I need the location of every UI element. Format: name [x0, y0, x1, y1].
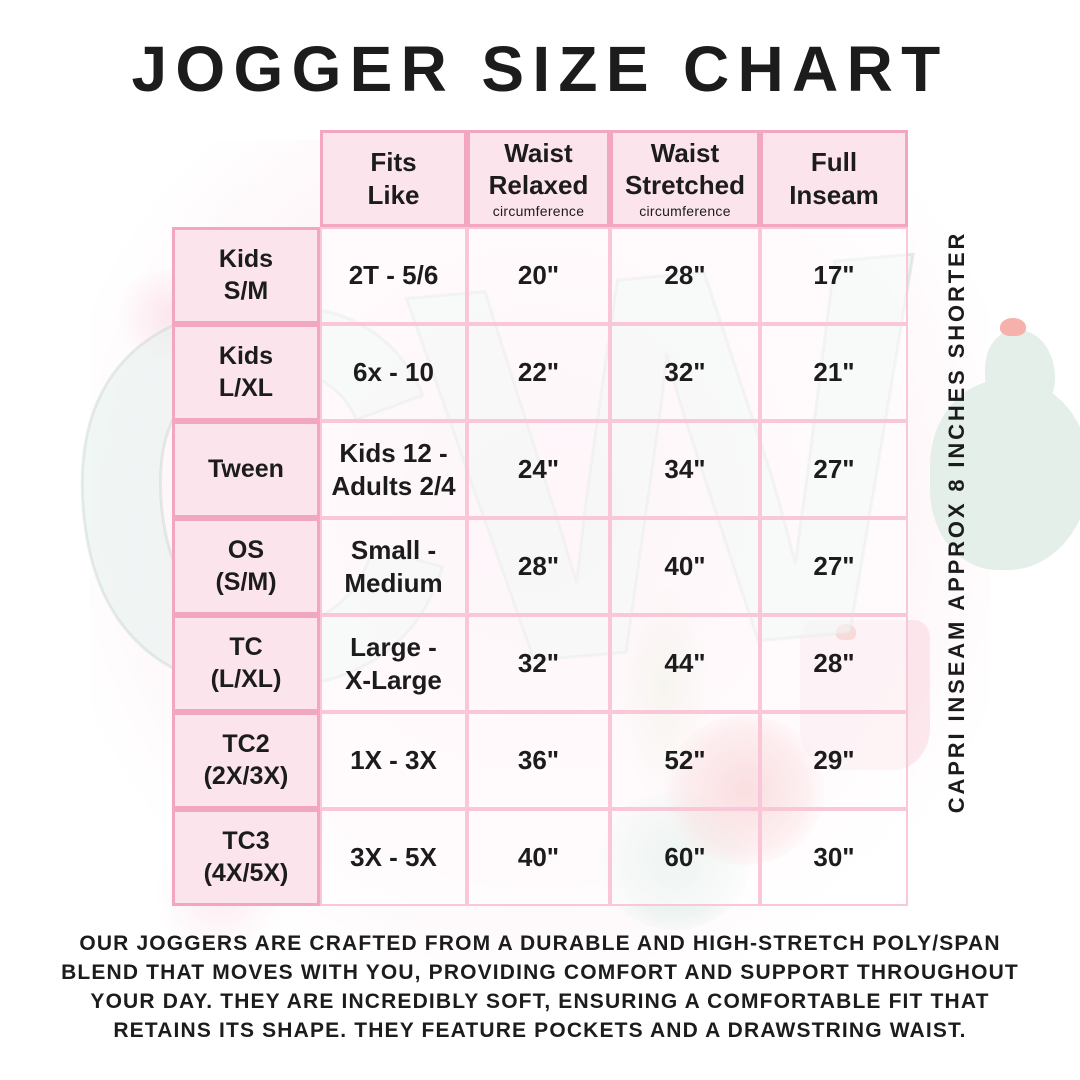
cell-waist-stretched: 44": [610, 615, 760, 712]
cactus-flower-icon: [1000, 318, 1026, 336]
cell-full-inseam: 30": [760, 809, 908, 906]
capri-inseam-note: CAPRI INSEAM APPROX 8 INCHES SHORTER: [944, 230, 969, 814]
corner-spacer: [172, 130, 320, 227]
column-header-subtext: circumference: [492, 202, 585, 219]
cell-waist-relaxed: 36": [467, 712, 610, 809]
cell-fits-like: 2T - 5/6: [320, 227, 467, 324]
column-header-label: Waist Relaxed: [488, 137, 589, 201]
cell-waist-stretched: 52": [610, 712, 760, 809]
cell-fits-like: 3X - 5X: [320, 809, 467, 906]
row-label-tc2: TC2 (2X/3X): [172, 712, 320, 809]
cell-waist-stretched: 60": [610, 809, 760, 906]
row-label-os: OS (S/M): [172, 518, 320, 615]
cell-waist-stretched: 34": [610, 421, 760, 518]
cell-fits-like: Large - X-Large: [320, 615, 467, 712]
product-description: OUR JOGGERS ARE CRAFTED FROM A DURABLE A…: [61, 932, 1019, 1042]
cell-full-inseam: 28": [760, 615, 908, 712]
cell-waist-stretched: 40": [610, 518, 760, 615]
column-header-label: Full Inseam: [789, 147, 879, 210]
row-label-kids-sm: Kids S/M: [172, 227, 320, 324]
cactus-pad-watermark: [985, 330, 1055, 420]
cell-fits-like: Kids 12 - Adults 2/4: [320, 421, 467, 518]
row-label-kids-lxl: Kids L/XL: [172, 324, 320, 421]
column-header-label: Waist Stretched: [625, 137, 745, 201]
cell-full-inseam: 27": [760, 518, 908, 615]
column-header-label: Fits Like: [367, 147, 420, 210]
column-header-full-inseam: Full Inseam: [760, 130, 908, 227]
column-header-fits-like: Fits Like: [320, 130, 467, 227]
cell-fits-like: 1X - 3X: [320, 712, 467, 809]
cell-waist-relaxed: 22": [467, 324, 610, 421]
cell-waist-stretched: 28": [610, 227, 760, 324]
cell-waist-relaxed: 32": [467, 615, 610, 712]
row-label-tc: TC (L/XL): [172, 615, 320, 712]
column-header-subtext: circumference: [639, 202, 731, 219]
row-label-tc3: TC3 (4X/5X): [172, 809, 320, 906]
row-label-tween: Tween: [172, 421, 320, 518]
column-header-waist-stretched: Waist Stretched circumference: [610, 130, 760, 227]
cell-waist-relaxed: 40": [467, 809, 610, 906]
cell-full-inseam: 27": [760, 421, 908, 518]
cell-waist-stretched: 32": [610, 324, 760, 421]
size-chart-table: Fits Like Waist Relaxed circumference Wa…: [172, 130, 908, 906]
cell-full-inseam: 29": [760, 712, 908, 809]
column-header-waist-relaxed: Waist Relaxed circumference: [467, 130, 610, 227]
page-title: JOGGER SIZE CHART: [131, 33, 949, 105]
cell-fits-like: Small - Medium: [320, 518, 467, 615]
cell-waist-relaxed: 20": [467, 227, 610, 324]
cell-full-inseam: 17": [760, 227, 908, 324]
cell-full-inseam: 21": [760, 324, 908, 421]
cell-fits-like: 6x - 10: [320, 324, 467, 421]
cell-waist-relaxed: 28": [467, 518, 610, 615]
cell-waist-relaxed: 24": [467, 421, 610, 518]
